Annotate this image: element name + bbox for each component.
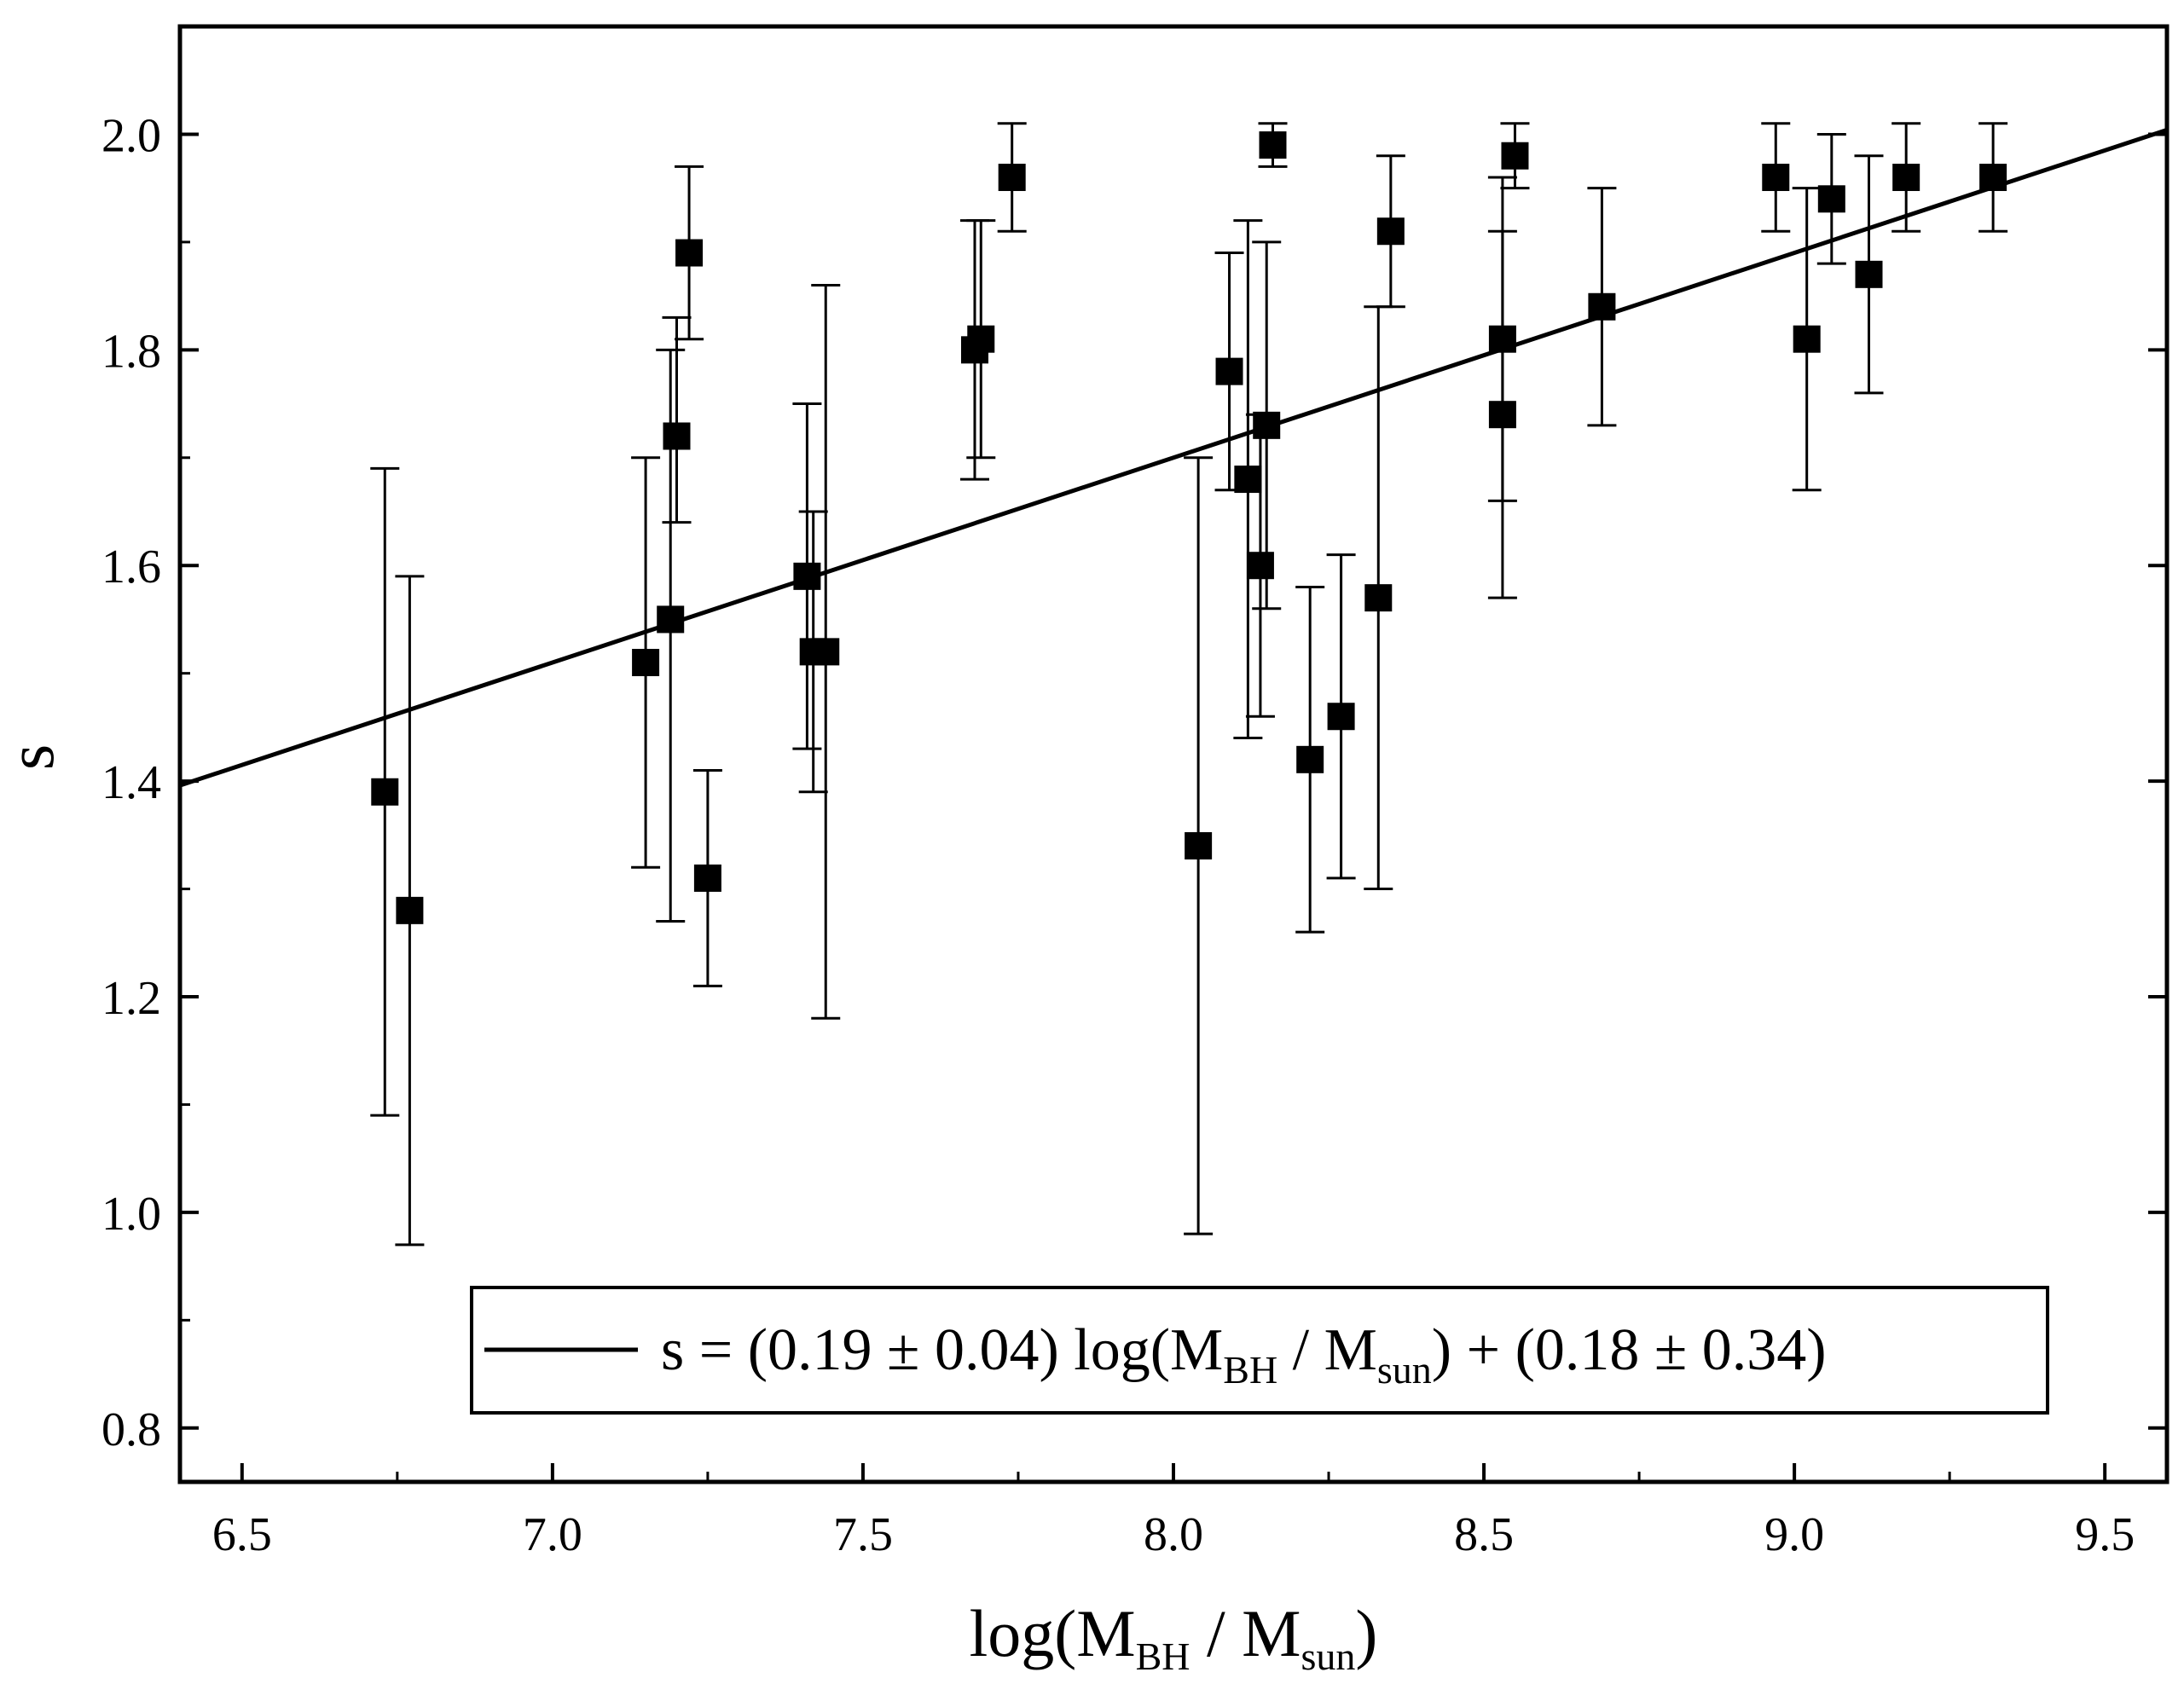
- y-tick-label: 1.2: [101, 972, 161, 1025]
- data-point: [812, 638, 840, 666]
- data-point: [675, 239, 704, 267]
- data-point: [1376, 217, 1405, 246]
- data-point: [1588, 292, 1616, 321]
- data-point: [1364, 584, 1393, 612]
- data-point: [1793, 325, 1821, 353]
- x-tick-label: 8.0: [1144, 1508, 1203, 1561]
- data-point: [1762, 164, 1790, 192]
- x-axis-title-part: / M: [1190, 1596, 1301, 1670]
- data-point: [1234, 466, 1262, 494]
- x-axis-title-sub: sun: [1301, 1635, 1356, 1678]
- data-point: [1488, 401, 1516, 429]
- data-point: [793, 562, 821, 590]
- legend-label: s = (0.19 ± 0.04) log(MBH / Msun) + (0.1…: [661, 1317, 1827, 1392]
- data-point: [1296, 745, 1324, 773]
- data-point: [371, 778, 399, 806]
- y-tick-label: 1.6: [101, 541, 161, 593]
- x-tick-label: 9.0: [1764, 1508, 1824, 1561]
- x-tick-label: 6.5: [212, 1508, 272, 1561]
- legend-label-part: s = (0.19 ± 0.04) log(M: [661, 1317, 1223, 1383]
- data-point: [1259, 131, 1287, 159]
- fit-line: [179, 128, 2168, 788]
- data-point: [632, 649, 660, 677]
- data-point: [396, 896, 424, 924]
- legend-label-part: / M: [1277, 1317, 1377, 1383]
- data-point: [663, 422, 691, 450]
- x-tick-label: 8.5: [1454, 1508, 1514, 1561]
- data-point: [657, 605, 685, 634]
- data-point: [1817, 185, 1845, 213]
- error-bars-layer: [370, 122, 2008, 1247]
- data-point: [1253, 411, 1281, 439]
- y-axis-title: s: [0, 744, 67, 770]
- x-tick-label: 9.5: [2075, 1508, 2135, 1561]
- data-point: [1215, 357, 1243, 385]
- data-point: [1892, 164, 1920, 192]
- data-point: [1501, 142, 1529, 170]
- ticks-layer: 6.5 7.0 7.5 8.0 8.5 9.0 9.5 0.8 1.0 1.2 1.4 1.6 1.8 2…: [101, 109, 2167, 1561]
- x-axis-title: log(MBH / Msun): [970, 1596, 1378, 1678]
- y-tick-label: 0.8: [101, 1403, 161, 1456]
- data-points-layer: [371, 131, 2007, 924]
- x-axis-title-part: log(M: [970, 1596, 1136, 1670]
- data-point: [1979, 164, 2007, 192]
- data-point: [967, 325, 995, 353]
- legend-label-part: ) + (0.18 ± 0.34): [1432, 1317, 1827, 1383]
- plot-frame: [177, 24, 2170, 1484]
- data-point: [1855, 260, 1883, 288]
- legend-box: [470, 1286, 2049, 1415]
- y-tick-label: 1.0: [101, 1188, 161, 1241]
- data-point: [1327, 703, 1355, 731]
- legend-label-sub: BH: [1223, 1348, 1277, 1392]
- x-axis-title-part: ): [1355, 1596, 1377, 1670]
- x-axis-title-sub: BH: [1136, 1635, 1190, 1678]
- x-tick-label: 7.5: [833, 1508, 893, 1561]
- y-tick-label: 1.4: [101, 756, 161, 809]
- legend-label-sub: sun: [1377, 1348, 1432, 1392]
- y-tick-label: 1.8: [101, 325, 161, 378]
- y-tick-label: 2.0: [101, 109, 161, 162]
- legend: s = (0.19 ± 0.04) log(MBH / Msun) + (0.1…: [470, 1286, 2049, 1415]
- data-point: [1246, 552, 1274, 580]
- data-point: [693, 864, 721, 892]
- data-point: [1185, 831, 1213, 859]
- x-tick-label: 7.0: [523, 1508, 582, 1561]
- data-point: [998, 164, 1026, 192]
- data-point: [1488, 325, 1516, 353]
- fit-line-layer: [179, 128, 2168, 788]
